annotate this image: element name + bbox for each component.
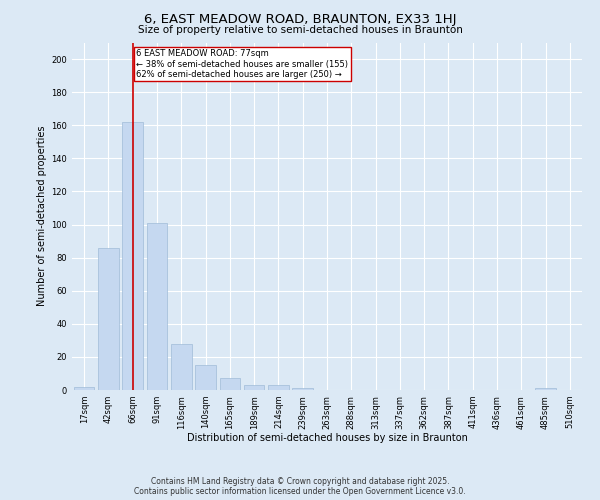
Bar	[122, 122, 143, 390]
Y-axis label: Number of semi-detached properties: Number of semi-detached properties	[37, 126, 47, 306]
Bar	[146, 223, 167, 390]
Bar	[220, 378, 240, 390]
Bar	[268, 385, 289, 390]
X-axis label: Distribution of semi-detached houses by size in Braunton: Distribution of semi-detached houses by …	[187, 433, 467, 443]
Bar	[195, 365, 216, 390]
Bar	[98, 248, 119, 390]
Bar	[535, 388, 556, 390]
Bar	[244, 385, 265, 390]
Bar	[74, 386, 94, 390]
Text: Contains HM Land Registry data © Crown copyright and database right 2025.
Contai: Contains HM Land Registry data © Crown c…	[134, 476, 466, 496]
Bar	[171, 344, 191, 390]
Bar	[292, 388, 313, 390]
Text: 6, EAST MEADOW ROAD, BRAUNTON, EX33 1HJ: 6, EAST MEADOW ROAD, BRAUNTON, EX33 1HJ	[144, 12, 456, 26]
Text: 6 EAST MEADOW ROAD: 77sqm
← 38% of semi-detached houses are smaller (155)
62% of: 6 EAST MEADOW ROAD: 77sqm ← 38% of semi-…	[136, 49, 349, 79]
Text: Size of property relative to semi-detached houses in Braunton: Size of property relative to semi-detach…	[137, 25, 463, 35]
